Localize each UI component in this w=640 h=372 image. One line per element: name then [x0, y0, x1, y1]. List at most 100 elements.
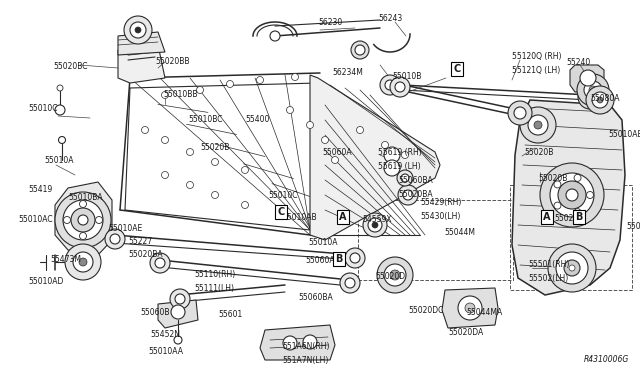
Text: 55010BA: 55010BA: [68, 193, 102, 202]
Circle shape: [135, 27, 141, 33]
Text: 55121Q (LH): 55121Q (LH): [512, 66, 560, 75]
Circle shape: [540, 163, 604, 227]
Circle shape: [363, 213, 387, 237]
Text: 56234M: 56234M: [332, 68, 363, 77]
Circle shape: [161, 92, 168, 99]
Text: 55020B: 55020B: [538, 174, 568, 183]
Circle shape: [345, 278, 355, 288]
Text: 55010AE: 55010AE: [608, 130, 640, 139]
Circle shape: [384, 264, 406, 286]
Circle shape: [73, 252, 93, 272]
Circle shape: [150, 253, 170, 273]
Circle shape: [355, 45, 365, 55]
Circle shape: [350, 253, 360, 263]
Polygon shape: [158, 300, 198, 328]
Polygon shape: [442, 288, 498, 328]
Circle shape: [186, 148, 193, 155]
Circle shape: [597, 97, 603, 103]
Circle shape: [110, 234, 120, 244]
Text: 55419: 55419: [28, 185, 52, 194]
Circle shape: [63, 217, 70, 224]
Circle shape: [578, 85, 602, 109]
Circle shape: [95, 217, 102, 224]
Circle shape: [291, 74, 298, 80]
Circle shape: [395, 82, 405, 92]
Circle shape: [569, 265, 575, 271]
Circle shape: [79, 232, 86, 240]
Circle shape: [351, 41, 369, 59]
Text: 55010AC: 55010AC: [18, 215, 52, 224]
Circle shape: [303, 335, 317, 349]
Text: 55010AE: 55010AE: [626, 222, 640, 231]
Text: 55010BC: 55010BC: [188, 115, 223, 124]
Circle shape: [124, 16, 152, 44]
Circle shape: [401, 151, 408, 158]
Text: 55010AD: 55010AD: [28, 277, 63, 286]
Circle shape: [161, 137, 168, 144]
Text: 55111(LH): 55111(LH): [194, 284, 234, 293]
Text: C: C: [453, 64, 461, 74]
Text: 55020BC: 55020BC: [53, 62, 88, 71]
Text: 55060B: 55060B: [140, 308, 170, 317]
Circle shape: [390, 270, 400, 280]
Text: 55020B: 55020B: [554, 214, 584, 223]
Text: 56230: 56230: [318, 18, 342, 27]
Circle shape: [321, 137, 328, 144]
Text: 55020BB: 55020BB: [155, 57, 189, 66]
Text: B: B: [335, 254, 342, 264]
Circle shape: [586, 192, 593, 199]
Circle shape: [105, 229, 125, 249]
Text: 55400: 55400: [245, 115, 269, 124]
Circle shape: [554, 181, 561, 188]
Polygon shape: [118, 32, 165, 55]
Circle shape: [384, 147, 400, 163]
Circle shape: [385, 80, 395, 90]
Text: 55020D: 55020D: [375, 272, 405, 281]
Circle shape: [141, 126, 148, 134]
Circle shape: [564, 260, 580, 276]
Circle shape: [78, 215, 88, 225]
Circle shape: [514, 107, 526, 119]
Circle shape: [65, 244, 101, 280]
Circle shape: [384, 160, 400, 176]
Text: 55227: 55227: [128, 237, 152, 246]
Text: 55020B: 55020B: [200, 143, 229, 152]
Text: 55060BA: 55060BA: [398, 176, 433, 185]
Circle shape: [211, 158, 218, 166]
Text: 55010A: 55010A: [308, 238, 337, 247]
Circle shape: [580, 70, 596, 86]
Circle shape: [63, 200, 103, 240]
Text: B: B: [575, 212, 582, 222]
Text: 55060BA: 55060BA: [298, 293, 333, 302]
Circle shape: [377, 257, 413, 293]
Text: 55010B: 55010B: [392, 72, 421, 81]
Text: A: A: [339, 212, 347, 222]
Text: 55501(RH): 55501(RH): [528, 260, 570, 269]
Text: 55502(LH): 55502(LH): [528, 274, 568, 283]
Circle shape: [170, 289, 190, 309]
Text: 55010A: 55010A: [44, 156, 74, 165]
Text: 55619 (LH): 55619 (LH): [378, 162, 420, 171]
Circle shape: [161, 171, 168, 179]
Text: A: A: [543, 212, 551, 222]
Circle shape: [57, 85, 63, 91]
Circle shape: [227, 80, 234, 87]
Text: 55010C: 55010C: [28, 104, 58, 113]
Text: 55010AB: 55010AB: [282, 213, 317, 222]
Text: 55601: 55601: [218, 310, 243, 319]
Text: 55080A: 55080A: [590, 94, 620, 103]
Text: 55430(LH): 55430(LH): [420, 212, 460, 221]
Circle shape: [398, 185, 418, 205]
Circle shape: [155, 258, 165, 268]
Polygon shape: [310, 75, 440, 240]
Circle shape: [71, 208, 95, 232]
Circle shape: [270, 31, 280, 41]
Circle shape: [589, 86, 597, 94]
Text: 55044M: 55044M: [444, 228, 475, 237]
Text: R4310006G: R4310006G: [584, 355, 629, 364]
Circle shape: [241, 202, 248, 208]
Text: 55452N: 55452N: [150, 330, 180, 339]
Circle shape: [58, 137, 65, 144]
Text: 55020B: 55020B: [524, 148, 554, 157]
Circle shape: [390, 77, 410, 97]
